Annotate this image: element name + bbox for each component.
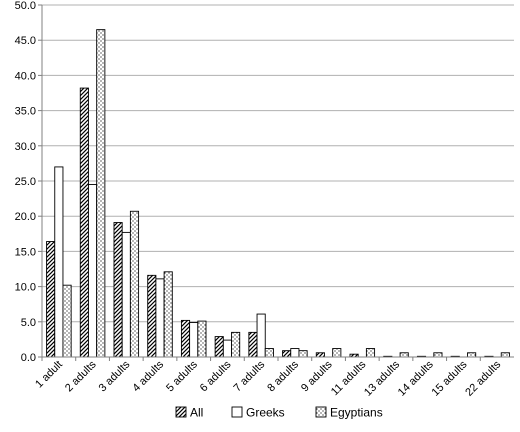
bar-all-5-adults bbox=[180, 319, 191, 358]
bar-egyptians-7-adults bbox=[264, 348, 274, 358]
x-tick-label: 15 adults bbox=[429, 358, 469, 398]
bar-all-1-adult bbox=[46, 241, 56, 358]
x-tick-label: 4 adults bbox=[130, 358, 166, 394]
bar-egyptians-2-adults bbox=[96, 29, 106, 358]
y-tick-label: 20.0 bbox=[15, 211, 36, 223]
legend: All Greeks Egyptians bbox=[175, 406, 383, 420]
y-tick-label: 40.0 bbox=[15, 70, 36, 82]
y-tick-label: 5.0 bbox=[21, 317, 36, 329]
y-tick-label: 50.0 bbox=[15, 0, 36, 12]
bar-all-3-adults bbox=[113, 222, 123, 358]
legend-swatch-all bbox=[175, 406, 187, 418]
bar-greeks-4-adults bbox=[155, 278, 165, 358]
bar-egyptians-9-adults bbox=[332, 348, 342, 358]
x-tick-label: 13 adults bbox=[362, 358, 402, 398]
x-tick-label: 5 adults bbox=[164, 358, 200, 394]
x-tick-label: 6 adults bbox=[198, 358, 234, 394]
legend-swatch-egyptians bbox=[315, 406, 327, 418]
bar-all-8-adults bbox=[282, 350, 292, 358]
bar-egyptians-13-adults bbox=[399, 352, 409, 358]
bar-greeks-8-adults bbox=[290, 348, 300, 358]
bars bbox=[46, 29, 510, 358]
gridlines bbox=[42, 4, 514, 323]
x-tick-label: 22 adults bbox=[463, 358, 503, 398]
y-tick-label: 30.0 bbox=[15, 141, 36, 153]
bar-egyptians-15-adults bbox=[467, 352, 477, 358]
bar-greeks-3-adults bbox=[121, 231, 131, 358]
axes bbox=[38, 4, 514, 361]
legend-swatch-greeks bbox=[231, 406, 243, 418]
bar-egyptians-1-adult bbox=[62, 284, 72, 358]
bar-egyptians-22-adults bbox=[500, 352, 510, 358]
bar-egyptians-4-adults bbox=[163, 271, 173, 358]
y-tick-label: 10.0 bbox=[15, 282, 36, 294]
bar-all-7-adults bbox=[248, 331, 258, 358]
y-tick-label: 25.0 bbox=[15, 176, 36, 188]
y-tick-label: 15.0 bbox=[15, 246, 36, 258]
x-tick-label: 8 adults bbox=[265, 358, 301, 394]
y-tick-labels: 0.0 5.0 10.0 15.0 20.0 25.0 30.0 35.0 40.0 45.0 50… bbox=[15, 0, 36, 364]
x-tick-label: 1 adult bbox=[33, 359, 65, 391]
bar-greeks-5-adults bbox=[189, 322, 199, 358]
y-tick-label: 35.0 bbox=[15, 106, 36, 118]
bar-all-9-adults bbox=[315, 352, 325, 358]
bar-greeks-1-adult bbox=[54, 166, 64, 358]
bar-greeks-2-adults bbox=[88, 184, 98, 358]
y-tick-label: 45.0 bbox=[15, 35, 36, 47]
bar-all-6-adults bbox=[214, 336, 224, 358]
x-tick-label: 14 adults bbox=[396, 358, 436, 398]
bar-egyptians-8-adults bbox=[298, 350, 308, 358]
y-tick-label: 0.0 bbox=[21, 352, 36, 364]
legend-label-all: All bbox=[190, 406, 203, 420]
bar-egyptians-6-adults bbox=[231, 331, 241, 358]
legend-label-egyptians: Egyptians bbox=[330, 406, 383, 420]
x-tick-label: 7 adults bbox=[232, 358, 268, 394]
x-tick-label: 2 adults bbox=[63, 358, 99, 394]
legend-label-greeks: Greeks bbox=[246, 406, 285, 420]
bar-egyptians-3-adults bbox=[129, 210, 140, 358]
bar-all-2-adults bbox=[79, 87, 89, 358]
x-tick-label: 3 adults bbox=[97, 358, 133, 394]
bar-greeks-7-adults bbox=[256, 313, 266, 358]
bar-egyptians-5-adults bbox=[197, 320, 207, 358]
bar-all-4-adults bbox=[147, 274, 157, 358]
bar-egyptians-11-adults bbox=[365, 348, 376, 358]
bar-egyptians-14-adults bbox=[433, 352, 443, 358]
bar-greeks-6-adults bbox=[222, 339, 232, 358]
